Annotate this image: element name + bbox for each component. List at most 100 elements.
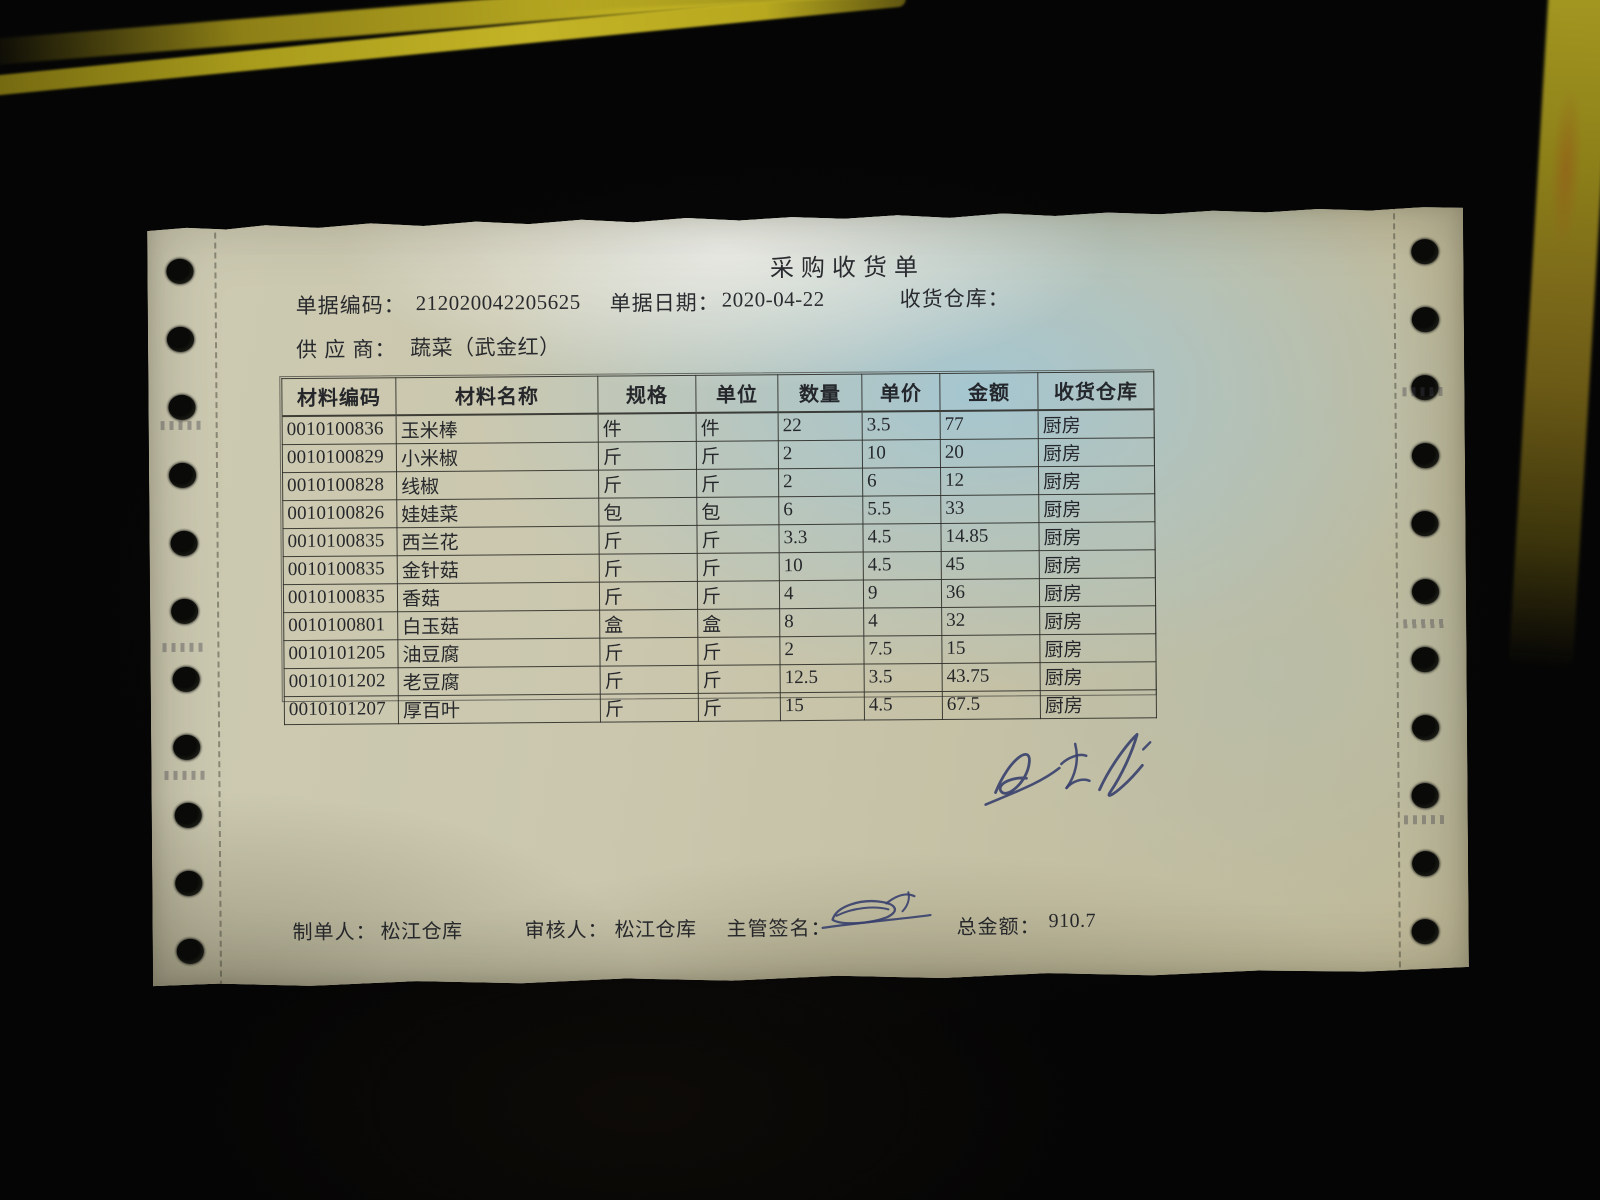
cell-price: 3.5 [864, 663, 942, 692]
tractor-hole [170, 531, 197, 556]
cell-amount: 33 [941, 494, 1039, 523]
tractor-hole [1412, 579, 1439, 604]
background-streak [0, 0, 1158, 66]
faint-stamp-mark [1404, 815, 1446, 824]
cell-amount: 77 [940, 410, 1038, 439]
faint-stamp-mark [161, 421, 203, 430]
cell-name: 老豆腐 [398, 666, 600, 696]
cell-price: 4 [864, 607, 942, 636]
tractor-hole [1412, 307, 1439, 332]
cell-code: 0010101207 [284, 695, 398, 724]
cell-unit: 件 [696, 412, 778, 441]
cell-name: 娃娃菜 [397, 498, 599, 528]
auditor-label: 审核人： [524, 919, 609, 943]
tractor-hole [168, 395, 195, 420]
cell-code: 0010101202 [284, 667, 398, 696]
cell-name: 金针菇 [397, 554, 599, 584]
col-header-warehouse: 收货仓库 [1038, 372, 1154, 410]
cell-amount: 67.5 [942, 690, 1040, 719]
col-header-unit-price: 单价 [862, 373, 940, 411]
cell-name: 油豆腐 [398, 638, 600, 668]
doc-date-label: 单据日期： [609, 290, 720, 316]
col-header-unit: 单位 [696, 375, 778, 413]
handwritten-signature-supervisor [814, 889, 954, 942]
cell-spec: 盒 [600, 609, 698, 638]
cell-qty: 22 [778, 411, 862, 440]
col-header-material-code: 材料编码 [282, 378, 396, 416]
cell-warehouse: 厨房 [1040, 689, 1156, 718]
faint-stamp-mark [1402, 387, 1444, 396]
faint-stamp-mark [1403, 619, 1445, 628]
cell-spec: 斤 [600, 637, 698, 666]
maker-value: 松江仓库 [380, 920, 463, 944]
perforation-line-right [1393, 203, 1401, 977]
cell-qty: 10 [779, 552, 863, 581]
col-header-material-name: 材料名称 [396, 376, 598, 415]
cell-spec: 斤 [599, 469, 697, 498]
cell-code: 0010100826 [283, 499, 397, 528]
handwritten-signature-main [979, 725, 1160, 826]
tractor-hole [1412, 715, 1439, 740]
cell-name: 小米椒 [396, 442, 598, 472]
cell-warehouse: 厨房 [1040, 605, 1156, 634]
background-streak [539, 0, 1280, 12]
tractor-hole [177, 939, 204, 964]
cell-price: 5.5 [863, 495, 941, 524]
cell-price: 4.5 [863, 551, 941, 580]
cell-warehouse: 厨房 [1038, 409, 1154, 438]
cell-code: 0010100835 [283, 555, 397, 584]
tractor-hole [173, 735, 200, 760]
tractor-hole [1412, 919, 1439, 944]
cell-unit: 斤 [698, 636, 780, 665]
col-header-quantity: 数量 [778, 374, 862, 412]
cell-amount: 12 [940, 466, 1038, 495]
tractor-hole [1411, 783, 1438, 808]
cell-code: 0010100836 [282, 415, 396, 444]
total-label: 总金额： [956, 916, 1041, 939]
cell-warehouse: 厨房 [1038, 437, 1154, 466]
maker-label: 制单人： [292, 921, 377, 945]
supplier-value: 蔬菜（武金红） [409, 334, 561, 361]
cell-qty: 2 [779, 468, 863, 497]
cell-name: 西兰花 [397, 526, 599, 556]
cell-spec: 斤 [599, 553, 697, 582]
tractor-hole [1412, 851, 1439, 876]
cell-warehouse: 厨房 [1040, 633, 1156, 662]
background-streak [0, 0, 907, 98]
receive-warehouse-label: 收货仓库： [899, 286, 1010, 312]
cell-price: 10 [862, 439, 940, 468]
tractor-hole [175, 803, 202, 828]
cell-warehouse: 厨房 [1039, 549, 1155, 578]
signer-label: 主管签名： [726, 917, 832, 941]
col-header-spec: 规格 [598, 375, 696, 413]
cell-amount: 45 [941, 550, 1039, 579]
cell-unit: 包 [697, 496, 779, 525]
tractor-hole [1411, 239, 1438, 264]
cell-price: 9 [863, 579, 941, 608]
auditor-value: 松江仓库 [614, 918, 697, 942]
cell-price: 6 [863, 467, 941, 496]
cell-qty: 15 [780, 692, 864, 721]
cell-qty: 4 [779, 580, 863, 609]
cell-warehouse: 厨房 [1039, 577, 1155, 606]
cell-amount: 43.75 [942, 662, 1040, 691]
cell-warehouse: 厨房 [1038, 465, 1154, 494]
cell-code: 0010100835 [283, 527, 397, 556]
cell-amount: 32 [942, 606, 1040, 635]
cell-unit: 斤 [696, 440, 778, 469]
col-header-amount: 金额 [940, 373, 1038, 411]
cell-spec: 斤 [600, 665, 698, 694]
cell-name: 玉米棒 [396, 413, 598, 443]
cell-unit: 斤 [697, 524, 779, 553]
doc-code-value: 212020042205625 [415, 289, 581, 316]
cell-qty: 2 [780, 636, 864, 665]
tractor-hole [167, 327, 194, 352]
cell-name: 线椒 [397, 470, 599, 500]
doc-date-value: 2020-04-22 [721, 286, 825, 312]
cell-warehouse: 厨房 [1040, 661, 1156, 690]
cell-code: 0010100801 [284, 611, 398, 640]
cell-code: 0010100835 [283, 583, 397, 612]
tractor-hole [173, 667, 200, 692]
tractor-hole [169, 463, 196, 488]
cell-spec: 斤 [598, 441, 696, 470]
